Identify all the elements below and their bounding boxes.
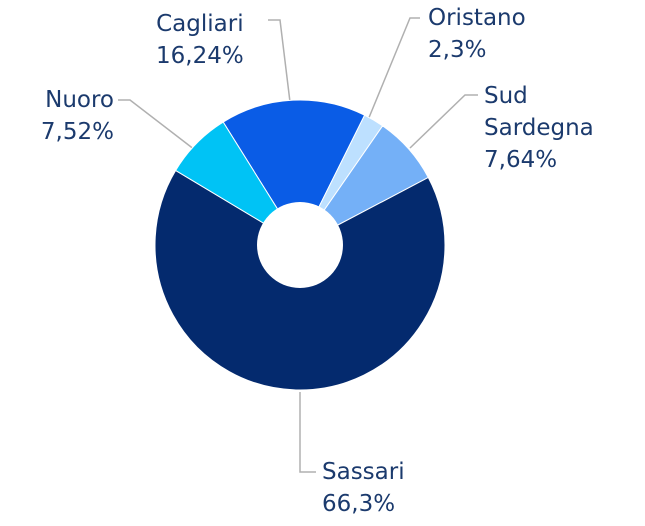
value-label: 66,3% bbox=[322, 491, 396, 517]
donut-hole bbox=[257, 202, 343, 288]
leader-line bbox=[409, 94, 478, 149]
slice bbox=[174, 121, 301, 246]
leader-line bbox=[118, 99, 196, 151]
value-label: 16,24% bbox=[156, 43, 244, 69]
label: Cagliari 16,24% bbox=[156, 8, 244, 72]
value-label: 2,3% bbox=[428, 37, 487, 63]
label: Sassari 66,3% bbox=[322, 456, 405, 520]
leader-line bbox=[268, 19, 291, 103]
category-label: Nuoro bbox=[45, 87, 114, 113]
category-label: Sud Sardegna bbox=[484, 83, 594, 141]
value-label: 7,64% bbox=[484, 147, 558, 173]
label: Nuoro 7,52% bbox=[20, 84, 114, 148]
leader-line bbox=[299, 392, 316, 473]
category-label: Cagliari bbox=[156, 11, 244, 37]
slice bbox=[222, 99, 366, 247]
leader-line bbox=[367, 17, 420, 121]
category-label: Oristano bbox=[428, 5, 526, 31]
label: Sud Sardegna 7,64% bbox=[484, 80, 604, 176]
label: Oristano 2,3% bbox=[428, 2, 526, 66]
category-label: Sassari bbox=[322, 459, 405, 485]
leaders bbox=[118, 17, 478, 473]
value-label: 7,52% bbox=[40, 119, 114, 145]
